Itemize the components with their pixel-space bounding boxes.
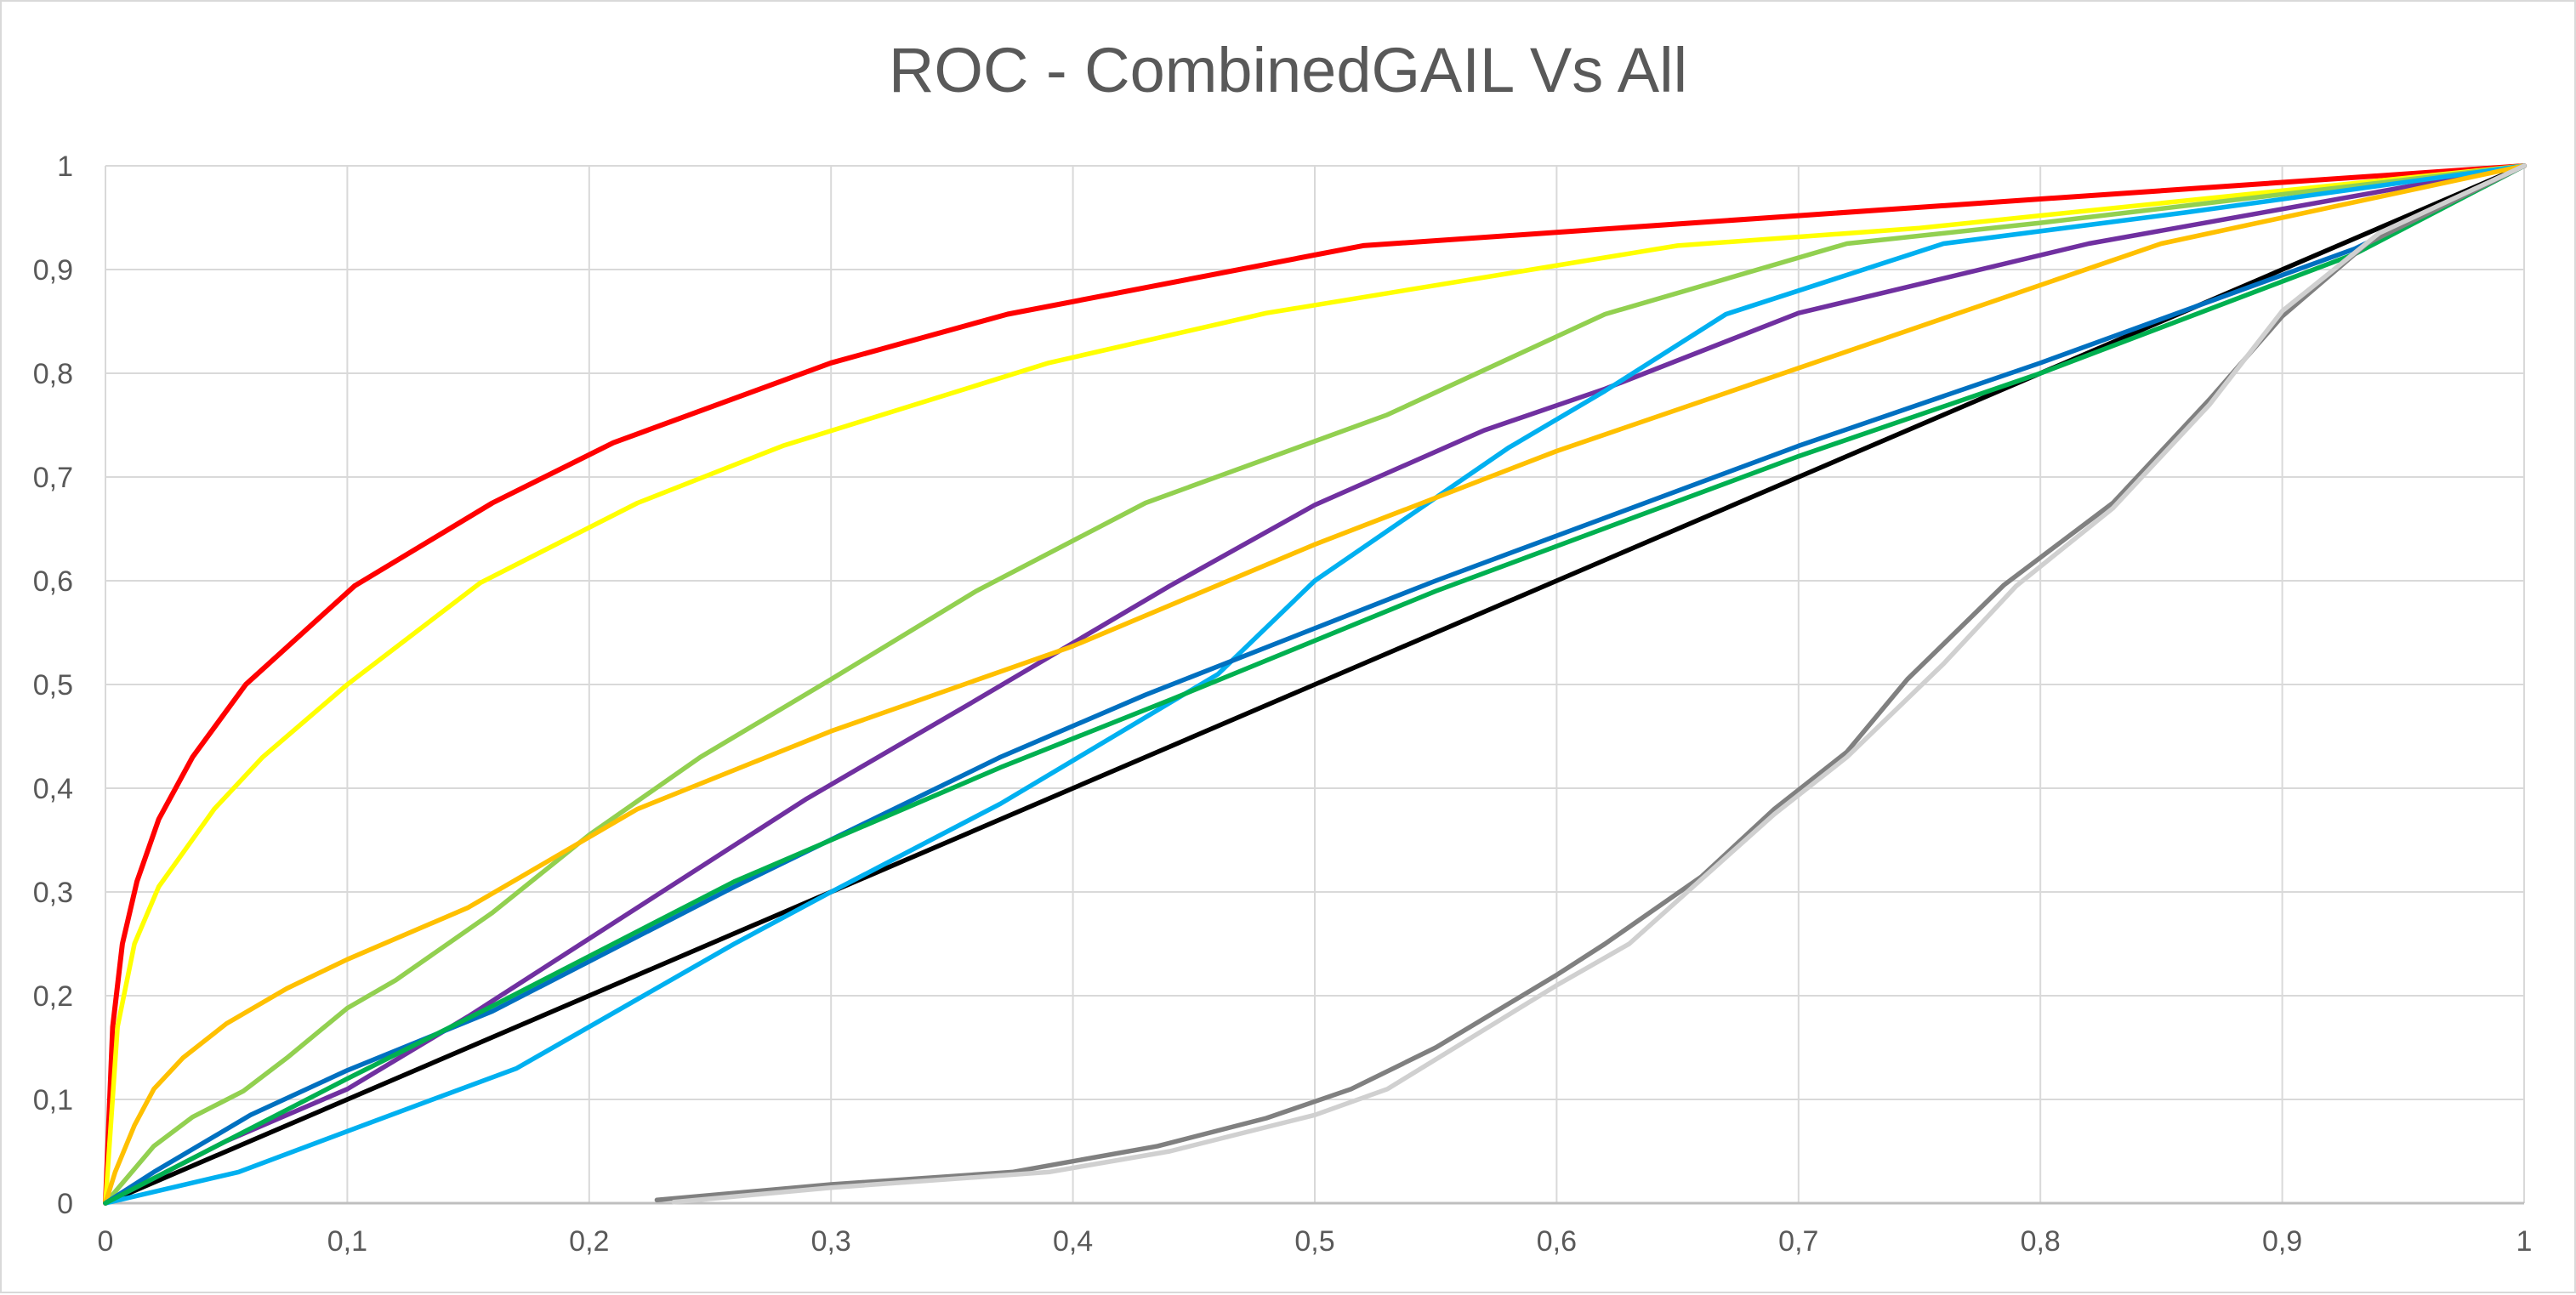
x-tick-label: 0,3 bbox=[811, 1225, 851, 1258]
y-tick-label: 1 bbox=[57, 151, 73, 183]
y-tick-label: 0,6 bbox=[33, 565, 73, 598]
x-tick-label: 0 bbox=[98, 1225, 114, 1258]
series-line-7 bbox=[103, 163, 2527, 1206]
chart-title: ROC - CombinedGAIL Vs All bbox=[888, 35, 1688, 105]
x-tick-label: 0,5 bbox=[1294, 1225, 1334, 1258]
x-tick-label: 1 bbox=[2516, 1225, 2533, 1258]
x-tick-label: 0,6 bbox=[1537, 1225, 1577, 1258]
series-line-8 bbox=[103, 163, 2527, 1206]
y-tick-label: 0,5 bbox=[33, 669, 73, 701]
y-tick-label: 0,4 bbox=[33, 773, 73, 805]
x-tick-label: 0,9 bbox=[2262, 1225, 2302, 1258]
x-tick-label: 0,7 bbox=[1778, 1225, 1818, 1258]
series-line-0 bbox=[103, 163, 2527, 1206]
series-line-10 bbox=[671, 163, 2527, 1205]
x-tick-label: 0,1 bbox=[327, 1225, 367, 1258]
y-tick-label: 0,2 bbox=[33, 980, 73, 1013]
tick-labels: 0 0,1 0,2 0,3 0,4 0,5 0,6 0,7 0,8 0,9 1 0 0,1 0,2 0,3 0… bbox=[33, 151, 2533, 1258]
series-line-5 bbox=[103, 163, 2527, 1206]
series-lines bbox=[103, 163, 2527, 1206]
series-line-2 bbox=[103, 163, 2527, 1206]
series-line-4 bbox=[103, 163, 2527, 1206]
series-line-3 bbox=[103, 163, 2527, 1206]
x-tick-label: 0,4 bbox=[1053, 1225, 1093, 1258]
x-tick-label: 0,2 bbox=[569, 1225, 609, 1258]
y-tick-label: 0,8 bbox=[33, 358, 73, 390]
gridlines bbox=[105, 165, 2525, 1204]
y-tick-label: 0,9 bbox=[33, 254, 73, 287]
y-tick-label: 0 bbox=[57, 1188, 73, 1220]
series-line-1 bbox=[103, 163, 2527, 1206]
y-tick-label: 0,3 bbox=[33, 877, 73, 909]
y-tick-label: 0,1 bbox=[33, 1084, 73, 1116]
x-tick-label: 0,8 bbox=[2021, 1225, 2061, 1258]
series-line-6 bbox=[103, 163, 2527, 1206]
y-tick-label: 0,7 bbox=[33, 462, 73, 494]
